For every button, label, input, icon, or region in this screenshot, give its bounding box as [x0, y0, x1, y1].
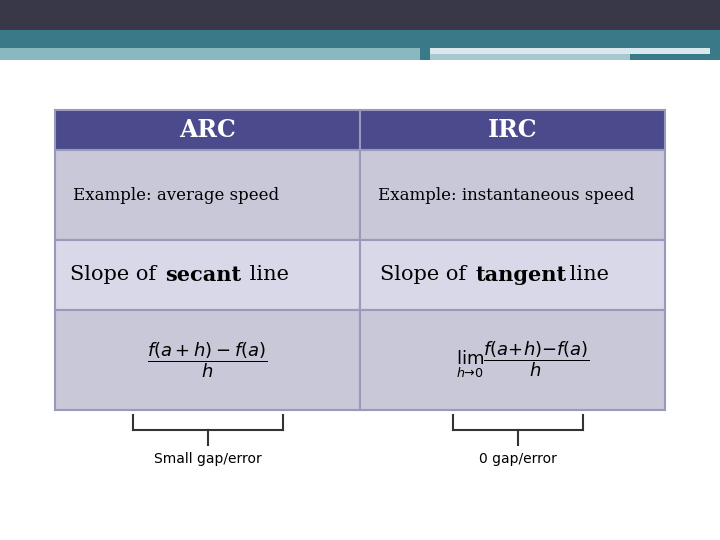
Text: $\lim_{h\to 0}\dfrac{f(a+h)-f(a)}{h}$: $\lim_{h\to 0}\dfrac{f(a+h)-f(a)}{h}$	[456, 340, 590, 380]
Text: $\dfrac{f(a+h)-f(a)}{h}$: $\dfrac{f(a+h)-f(a)}{h}$	[148, 340, 268, 380]
Text: Slope of: Slope of	[380, 266, 473, 285]
Text: line: line	[243, 266, 289, 285]
Bar	[360, 150, 665, 240]
Bar	[360, 310, 665, 410]
Bar	[430, 54, 630, 60]
Bar	[0, 30, 720, 48]
Bar	[55, 240, 360, 310]
Bar	[360, 110, 665, 150]
Text: Slope of: Slope of	[70, 266, 163, 285]
Text: Small gap/error: Small gap/error	[153, 452, 261, 466]
Text: line: line	[563, 266, 609, 285]
Bar	[0, 0, 720, 30]
Bar	[55, 110, 360, 150]
Bar	[0, 48, 420, 60]
Bar	[430, 48, 710, 54]
Bar	[55, 310, 360, 410]
Text: 0 gap/error: 0 gap/error	[479, 452, 557, 466]
Text: tangent: tangent	[476, 265, 567, 285]
Bar	[55, 150, 360, 240]
Text: ARC: ARC	[179, 118, 236, 142]
Text: Example: average speed: Example: average speed	[73, 186, 279, 204]
Text: secant: secant	[165, 265, 241, 285]
Bar	[360, 240, 665, 310]
Bar	[420, 48, 720, 60]
Text: Example: instantaneous speed: Example: instantaneous speed	[378, 186, 634, 204]
Text: IRC: IRC	[487, 118, 537, 142]
